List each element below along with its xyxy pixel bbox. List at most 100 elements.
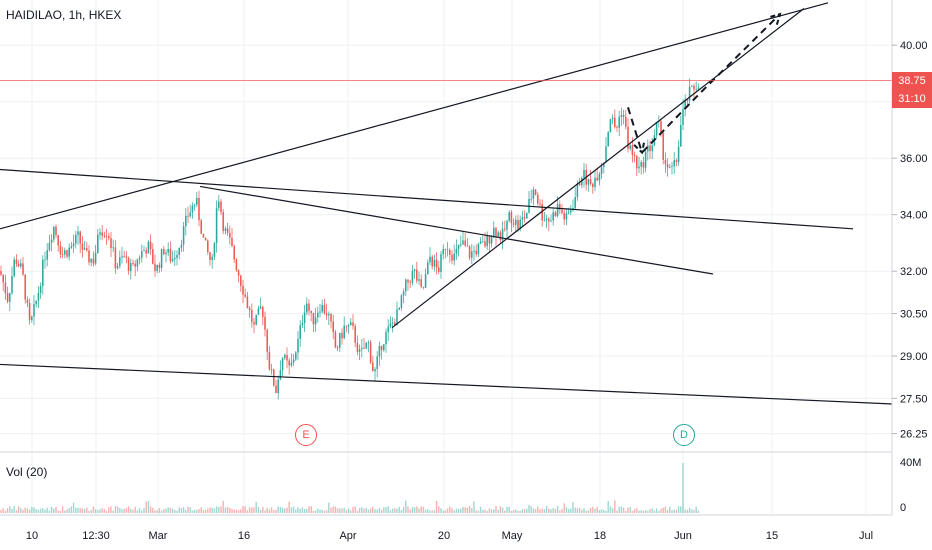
volume-bar	[130, 508, 132, 513]
candle-body	[6, 293, 9, 302]
volume-bars	[0, 463, 700, 513]
candle-body	[550, 220, 552, 222]
volume-bar	[680, 506, 682, 513]
candle-body	[526, 212, 528, 219]
candle-body	[200, 220, 202, 234]
candle-body	[589, 179, 592, 184]
time-tick-label: 10	[26, 530, 38, 542]
trendline[interactable]	[199, 185, 714, 275]
candle-body	[310, 310, 312, 313]
candle-body	[312, 312, 315, 325]
volume-bar	[402, 506, 405, 513]
candle-body	[574, 197, 576, 209]
candle-body	[185, 215, 187, 227]
candle-body	[607, 132, 609, 147]
candle-body	[174, 257, 176, 260]
volume-bar	[105, 510, 108, 513]
volume-bar	[275, 509, 277, 513]
trendline[interactable]	[0, 2, 829, 230]
volume-bar	[636, 508, 638, 513]
candle-body	[405, 279, 407, 292]
candle-body	[581, 177, 583, 186]
candle-body	[209, 252, 211, 260]
volume-bar	[176, 510, 178, 513]
volume-bar	[301, 507, 304, 513]
volume-bar	[653, 510, 656, 513]
price-tick-label: 26.25	[900, 429, 928, 441]
time-tick-label: Jul	[859, 530, 873, 542]
candle-body	[246, 296, 249, 308]
volume-bar	[26, 508, 29, 513]
volume-bar	[622, 507, 625, 513]
dividend-event-icon[interactable]: D	[673, 424, 695, 446]
candle-body	[618, 116, 620, 128]
candle-body	[105, 235, 108, 237]
volume-bar	[174, 509, 176, 513]
volume-bar	[123, 509, 125, 513]
volume-bar	[666, 510, 669, 513]
candle-body	[59, 245, 62, 255]
candle-body	[451, 254, 453, 261]
candle-body	[143, 250, 145, 252]
candle-body	[108, 236, 110, 239]
volume-bar	[198, 509, 200, 513]
candle-body	[605, 146, 607, 163]
volume-bar	[141, 510, 143, 513]
volume-bar	[640, 510, 642, 513]
candle-body	[0, 271, 2, 275]
candle-body	[169, 249, 172, 262]
volume-bar	[695, 506, 697, 513]
price-tick-label: 29.00	[900, 351, 928, 363]
volume-bar	[693, 510, 695, 513]
candle-body	[453, 253, 455, 261]
time-tick-label: 20	[438, 530, 450, 542]
trendline[interactable]	[391, 8, 805, 329]
earnings-event-icon[interactable]: E	[295, 424, 317, 446]
volume-bar	[576, 508, 579, 513]
volume-bar	[180, 508, 183, 513]
candle-body	[220, 201, 222, 213]
volume-bar	[598, 510, 601, 513]
candle-body	[693, 85, 695, 90]
volume-bar	[453, 510, 455, 513]
volume-bar	[81, 508, 84, 513]
trendline[interactable]	[0, 363, 893, 405]
candle-body	[460, 244, 462, 246]
candle-body	[411, 271, 414, 283]
candle-body	[614, 117, 616, 128]
candle-body	[611, 117, 614, 120]
trendlines[interactable]	[0, 2, 893, 405]
volume-bar	[154, 510, 156, 513]
volume-bar	[341, 508, 343, 513]
candle-body	[482, 241, 484, 243]
volume-bar	[255, 501, 257, 513]
candle-body	[292, 359, 295, 363]
volume-bar	[334, 506, 337, 513]
candle-body	[15, 259, 18, 264]
time-axis[interactable]: 10 12:30 Mar 16 Apr 20 May 18 Jun 15 Jul	[26, 530, 873, 542]
symbol-title[interactable]: HAIDILAO, 1h, HKEX	[6, 8, 122, 22]
volume-bar	[664, 506, 667, 513]
time-tick-label: 15	[766, 530, 778, 542]
candle-body	[57, 235, 59, 246]
volume-bar	[545, 506, 548, 513]
volume-bar	[416, 506, 418, 513]
candle-body	[506, 220, 508, 230]
volume-bar	[167, 507, 169, 513]
volume-bar	[675, 509, 678, 513]
candle-body	[416, 269, 418, 281]
volume-bar	[407, 506, 409, 513]
candle-body	[79, 231, 81, 244]
candle-body	[116, 265, 119, 269]
volume-bar	[202, 510, 205, 513]
candle-body	[534, 189, 537, 195]
candle-body	[253, 321, 255, 325]
candle-body	[229, 232, 231, 238]
candle-body	[519, 219, 521, 229]
price-tick-label: 36.00	[900, 153, 928, 165]
volume-label[interactable]: Vol (20)	[6, 465, 48, 479]
candle-body	[499, 232, 502, 241]
volume-bar	[589, 507, 592, 513]
trendline[interactable]	[0, 168, 854, 230]
